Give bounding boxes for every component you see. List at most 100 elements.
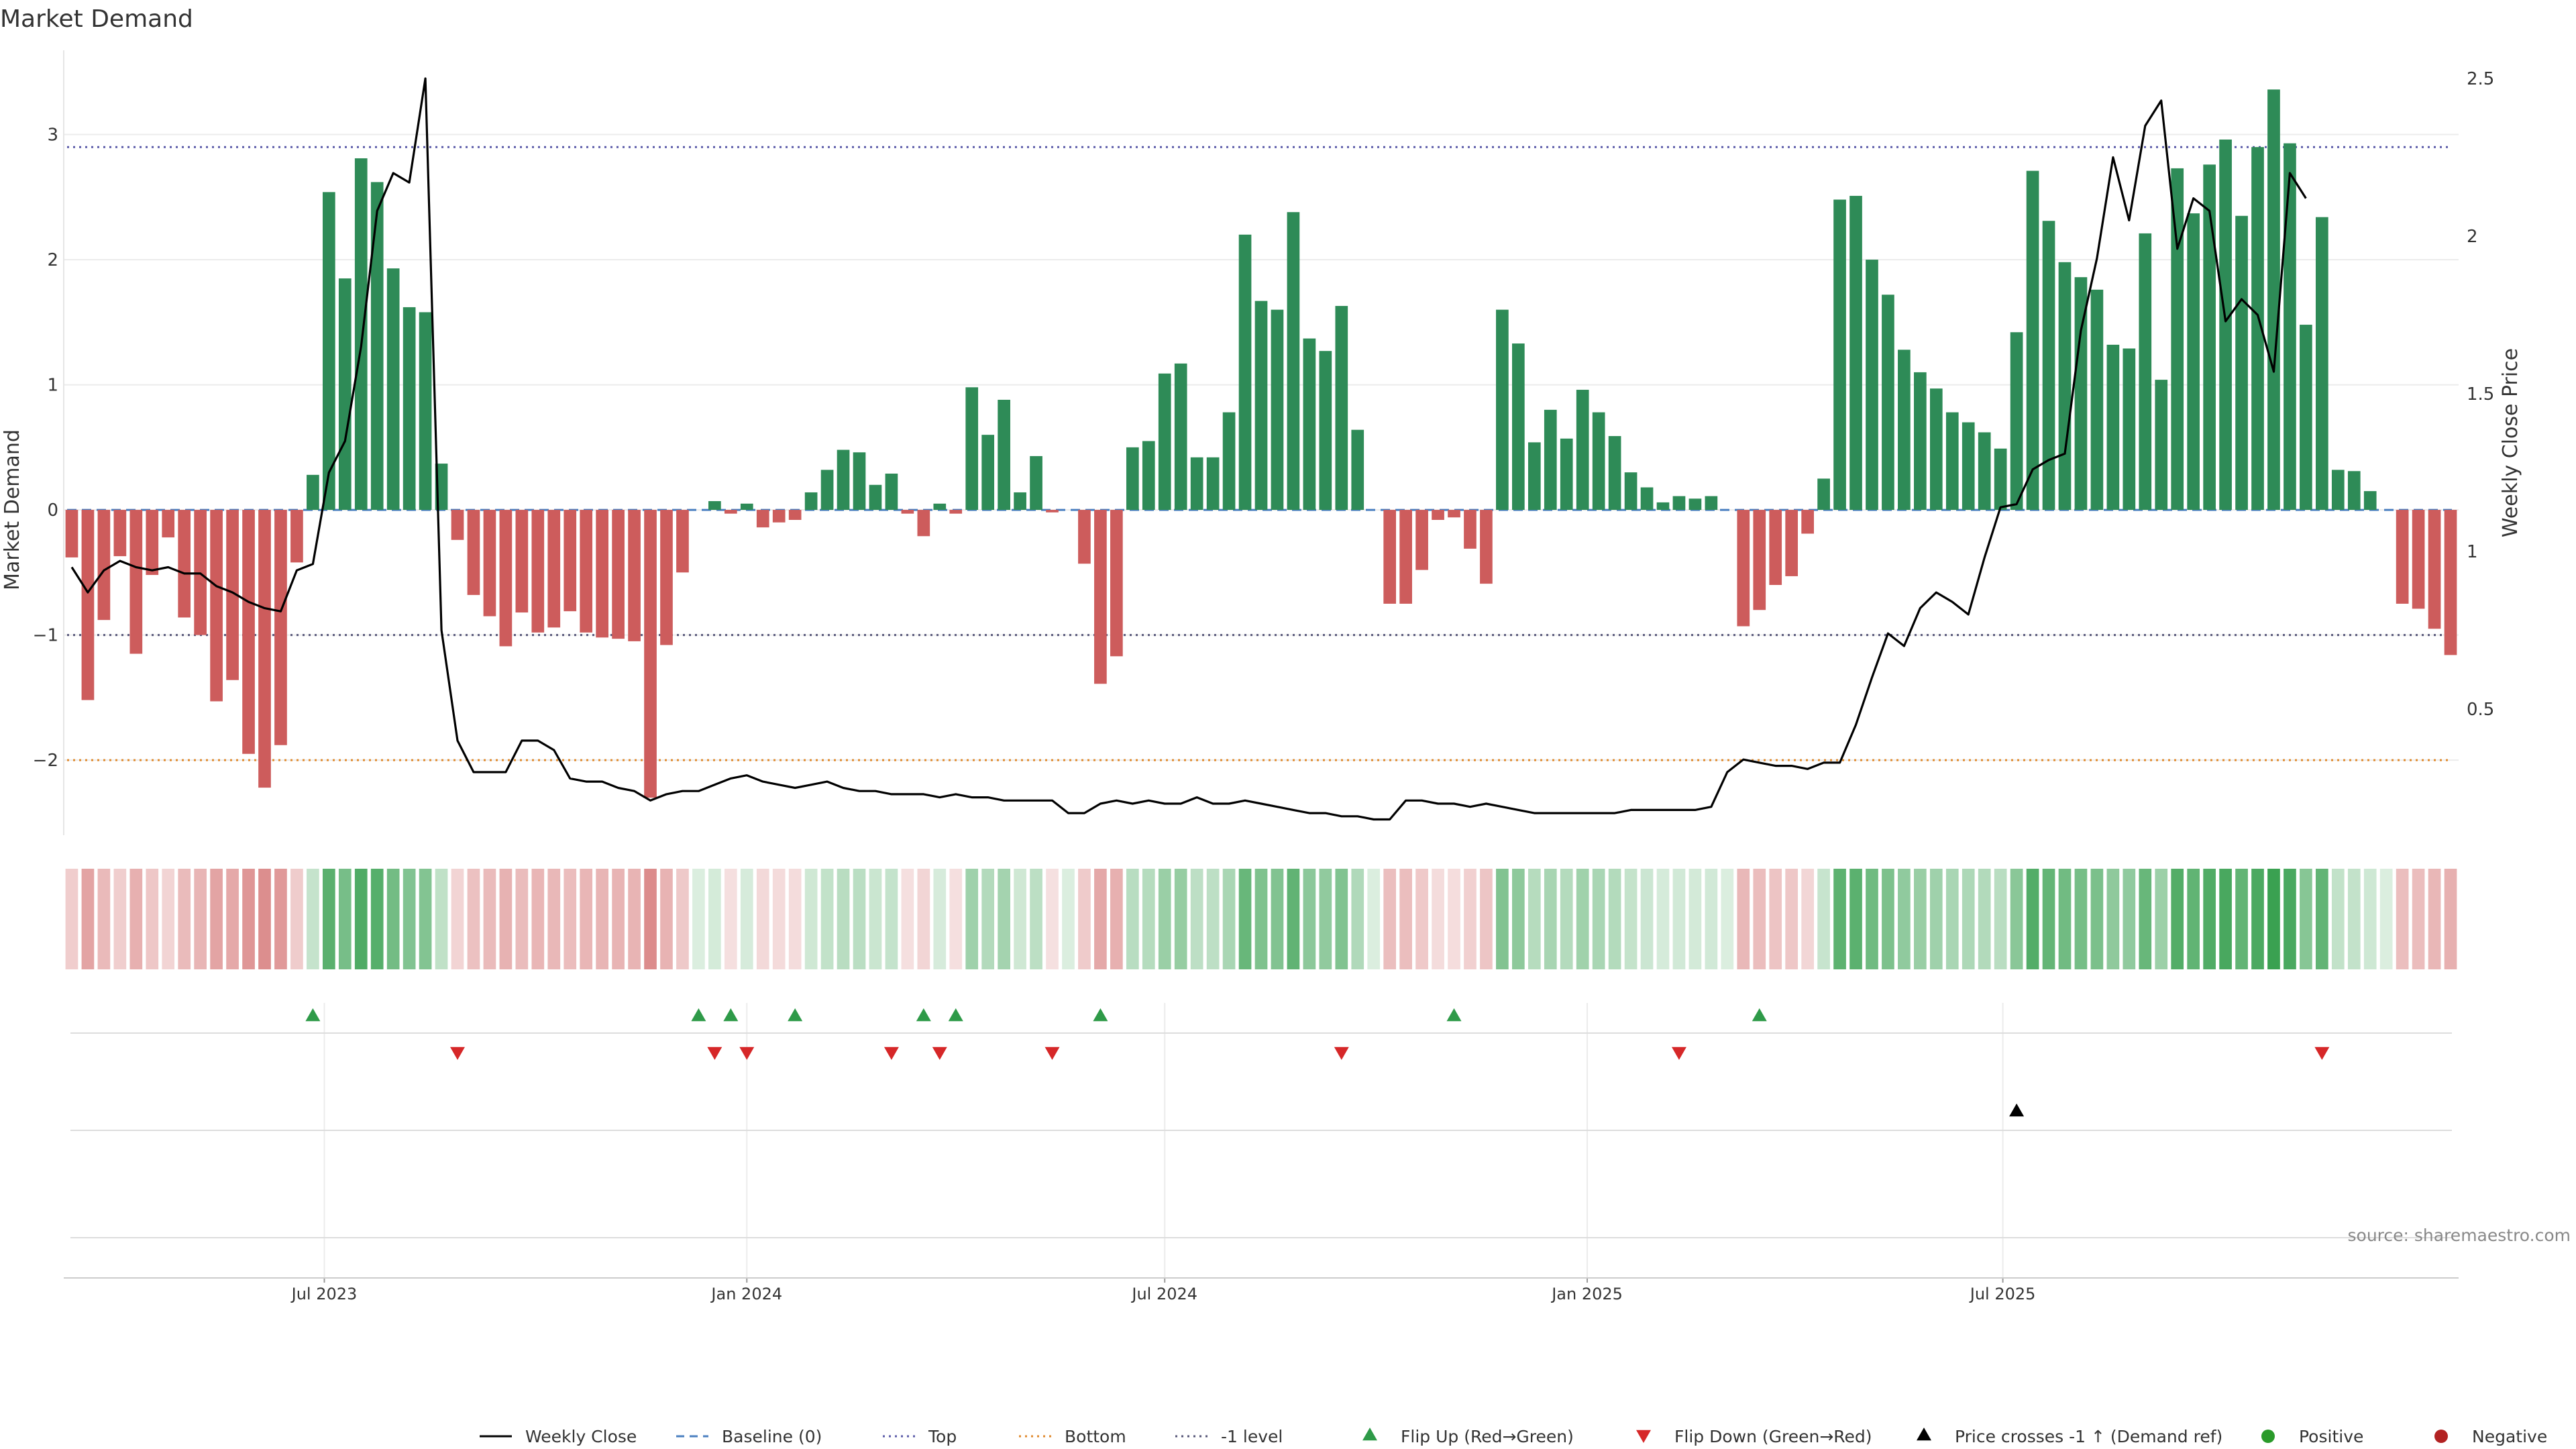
heat-cell	[1046, 869, 1059, 969]
demand-bar	[531, 510, 545, 633]
demand-bar	[338, 278, 352, 511]
heat-cell	[1560, 869, 1573, 969]
demand-bar	[451, 510, 464, 540]
y2-tick-label: 1	[2467, 542, 2478, 562]
demand-bar	[580, 510, 593, 633]
heat-cell	[386, 869, 400, 969]
heat-cell	[2171, 869, 2184, 969]
heat-cell	[1254, 869, 1268, 969]
demand-bar	[129, 510, 143, 654]
heat-cell	[1094, 869, 1107, 969]
demand-bar	[772, 510, 786, 523]
heat-cell	[1303, 869, 1316, 969]
heat-cell	[998, 869, 1010, 969]
demand-bar	[628, 510, 641, 641]
y2-tick-label: 2.5	[2467, 69, 2494, 89]
demand-bar	[2171, 168, 2184, 511]
x-tick-label: Jul 2025	[1969, 1285, 2036, 1303]
x-tick-label: Jan 2024	[710, 1285, 782, 1303]
heat-cell	[1962, 869, 1975, 969]
heat-cell	[1721, 869, 1734, 969]
heat-cell	[1608, 869, 1621, 969]
heat-cell	[1512, 869, 1525, 969]
heat-cell	[1656, 869, 1670, 969]
flip-up-marker	[305, 1008, 321, 1022]
y-tick-label: 2	[47, 250, 58, 270]
demand-bar	[869, 484, 882, 511]
demand-bar	[1737, 510, 1750, 627]
heat-cell	[338, 869, 352, 969]
heat-cell	[1399, 869, 1412, 969]
x-tick-label: Jul 2024	[1130, 1285, 1197, 1303]
legend-item-price-crosses-1-demand-ref: Price crosses -1 ↑ (Demand ref)	[1917, 1427, 2222, 1446]
demand-bar	[2106, 344, 2120, 511]
heat-cell	[692, 869, 705, 969]
demand-bar	[1656, 502, 1670, 511]
heat-cell	[1271, 869, 1284, 969]
demand-bar	[2412, 510, 2425, 609]
heat-cell	[226, 869, 239, 969]
heat-cell	[1849, 869, 1862, 969]
flip-down-marker	[1671, 1046, 1686, 1060]
heat-cell	[499, 869, 513, 969]
demand-bar	[1287, 212, 1300, 511]
heat-cell	[194, 869, 207, 969]
flip-down-marker	[2314, 1046, 2330, 1060]
heat-cell	[1640, 869, 1654, 969]
heat-cell	[1383, 869, 1397, 969]
demand-bar	[885, 473, 898, 511]
heat-cell	[1432, 869, 1444, 969]
heat-cell	[467, 869, 480, 969]
demand-bar	[1030, 455, 1042, 511]
demand-bar	[917, 510, 930, 537]
heat-cell	[1174, 869, 1187, 969]
heat-cell	[354, 869, 368, 969]
legend-item-weekly-close: Weekly Close	[480, 1427, 637, 1446]
heat-cell	[1014, 869, 1026, 969]
demand-bar	[2251, 147, 2264, 511]
heat-cell	[1817, 869, 1830, 969]
demand-bar	[853, 452, 866, 511]
demand-bar	[2331, 470, 2345, 511]
demand-bar	[740, 503, 753, 511]
demand-heat-strip	[65, 869, 2457, 969]
heat-cell	[2010, 869, 2023, 969]
legend-item-negative: Negative	[2434, 1427, 2547, 1446]
heat-cell	[1238, 869, 1252, 969]
demand-bar	[1496, 309, 1509, 511]
heat-cell	[1978, 869, 1991, 969]
heat-cell	[1544, 869, 1557, 969]
demand-bar	[1688, 498, 1702, 511]
demand-bar	[258, 510, 271, 788]
demand-bar	[1110, 510, 1123, 657]
heat-cell	[97, 869, 111, 969]
x-tick-label: Jul 2023	[290, 1285, 358, 1303]
flip-up-marker	[916, 1008, 931, 1022]
demand-bar	[322, 192, 335, 511]
y2-tick-label: 2	[2467, 227, 2478, 247]
demand-bar	[515, 510, 529, 613]
legend-item--1-level: -1 level	[1175, 1427, 1283, 1446]
heat-cell	[2331, 869, 2345, 969]
heat-cell	[2300, 869, 2312, 969]
heat-cell	[65, 869, 78, 969]
demand-bar	[1142, 441, 1155, 511]
heat-cell	[981, 869, 995, 969]
axes: −2 −1 0 1 2 3 0.5 1 1.5 2 2.5 Jul 2023 Jan 2024 Jul 2…	[33, 50, 2494, 1303]
heat-cell	[402, 869, 416, 969]
heat-cell	[1062, 869, 1075, 969]
heat-cell	[1030, 869, 1042, 969]
heat-cell	[451, 869, 464, 969]
legend-label: Top	[928, 1427, 957, 1446]
demand-bar	[788, 510, 802, 520]
heat-cell	[1527, 869, 1541, 969]
demand-bar	[1672, 496, 1686, 511]
heat-cell	[1367, 869, 1381, 969]
flip-down-marker	[739, 1046, 755, 1060]
heat-cell	[2444, 869, 2457, 969]
demand-bar	[756, 510, 769, 528]
y-tick-label: −2	[33, 751, 58, 771]
heat-cell	[113, 869, 127, 969]
heat-cell	[2235, 869, 2248, 969]
